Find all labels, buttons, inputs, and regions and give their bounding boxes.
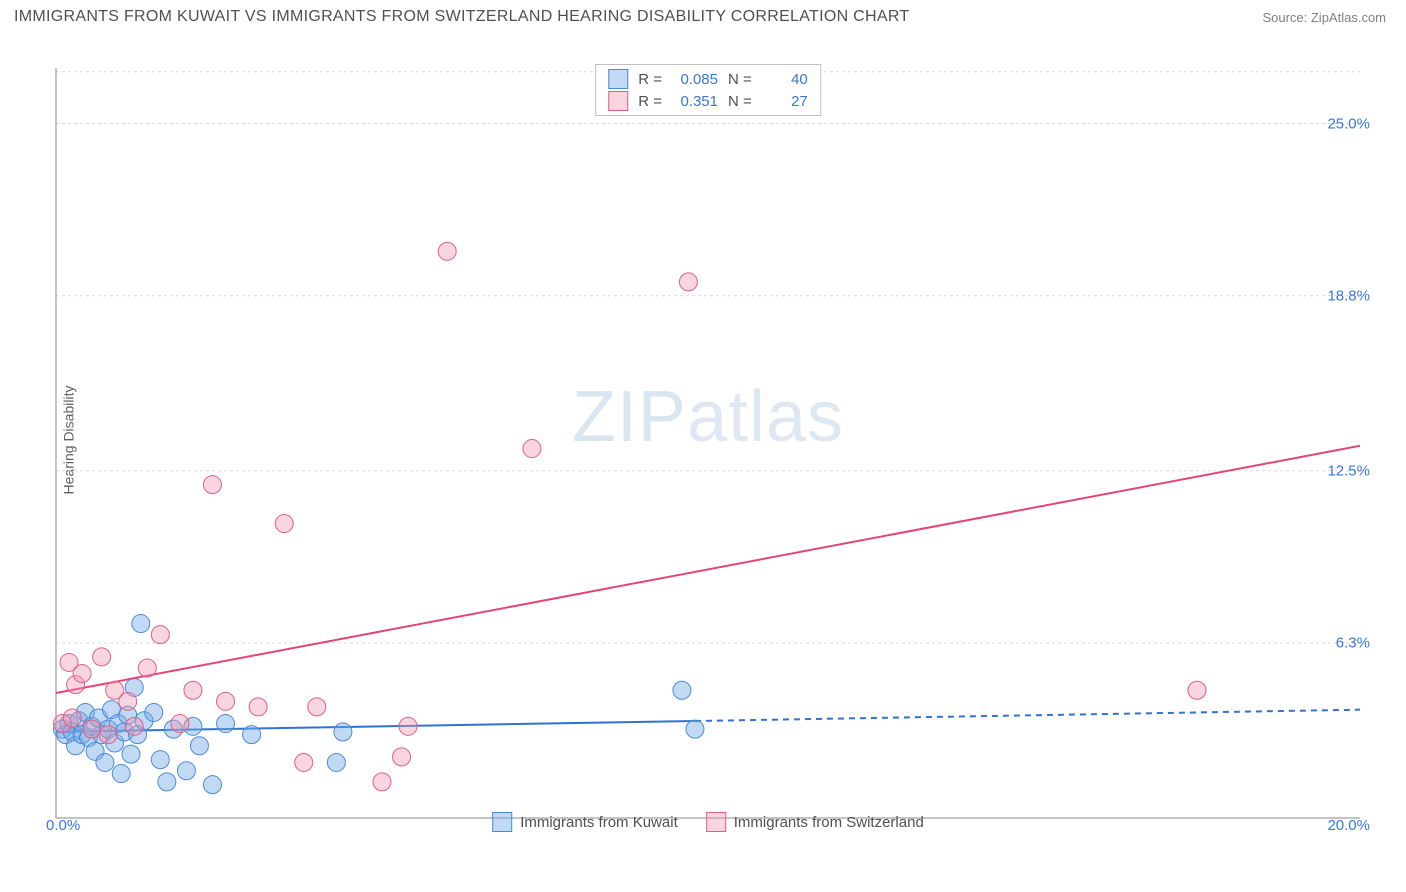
swatch-switzerland — [608, 91, 628, 111]
n-value-kuwait: 40 — [762, 71, 808, 88]
stats-legend-box: R = 0.085 N = 40 R = 0.351 N = 27 — [595, 64, 821, 116]
y-tick-label: 6.3% — [1336, 635, 1370, 652]
swatch-switzerland — [706, 812, 726, 832]
r-value-kuwait: 0.085 — [672, 71, 718, 88]
chart-area: Hearing Disability ZIPatlas R = 0.085 N … — [48, 50, 1368, 830]
swatch-kuwait — [492, 812, 512, 832]
legend-item-switzerland: Immigrants from Switzerland — [706, 812, 924, 832]
chart-title: IMMIGRANTS FROM KUWAIT VS IMMIGRANTS FRO… — [14, 8, 910, 26]
r-label: R = — [638, 71, 662, 88]
header: IMMIGRANTS FROM KUWAIT VS IMMIGRANTS FRO… — [0, 0, 1406, 30]
y-tick-label: 12.5% — [1327, 462, 1370, 479]
n-label: N = — [728, 93, 752, 110]
scatter-plot — [48, 50, 1368, 830]
legend-item-kuwait: Immigrants from Kuwait — [492, 812, 678, 832]
bottom-legend: Immigrants from Kuwait Immigrants from S… — [492, 812, 924, 832]
source-attribution: Source: ZipAtlas.com — [1262, 10, 1386, 25]
y-tick-label: 25.0% — [1327, 115, 1370, 132]
stats-row-kuwait: R = 0.085 N = 40 — [608, 69, 808, 89]
legend-label-switzerland: Immigrants from Switzerland — [734, 814, 924, 831]
legend-label-kuwait: Immigrants from Kuwait — [520, 814, 678, 831]
stats-row-switzerland: R = 0.351 N = 27 — [608, 91, 808, 111]
x-tick-max: 20.0% — [1327, 817, 1370, 834]
swatch-kuwait — [608, 69, 628, 89]
n-value-switzerland: 27 — [762, 93, 808, 110]
r-label: R = — [638, 93, 662, 110]
x-tick-min: 0.0% — [46, 817, 80, 834]
n-label: N = — [728, 71, 752, 88]
r-value-switzerland: 0.351 — [672, 93, 718, 110]
y-tick-label: 18.8% — [1327, 287, 1370, 304]
